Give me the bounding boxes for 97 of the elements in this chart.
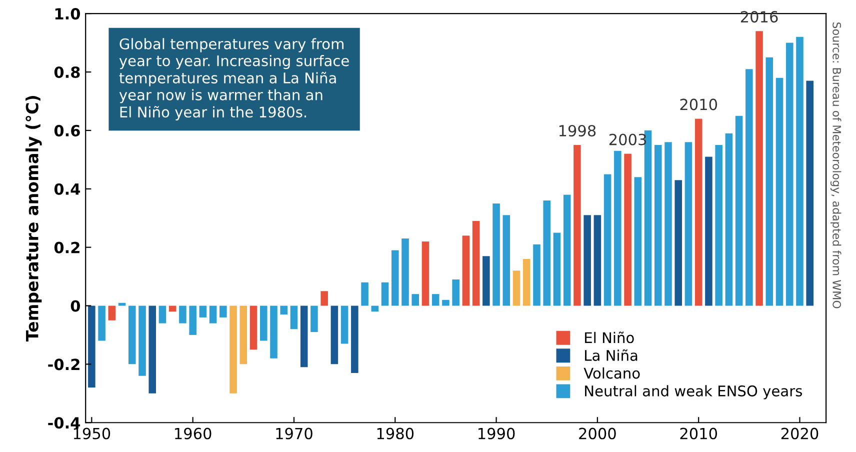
bar: [452, 279, 460, 306]
bar: [574, 145, 581, 306]
bar: [442, 300, 450, 306]
bar: [604, 174, 612, 306]
bar: [300, 306, 308, 368]
bar: [766, 57, 774, 306]
bar: [776, 78, 784, 306]
bar: [189, 306, 196, 335]
bar: [664, 142, 672, 306]
bar: [624, 154, 632, 306]
y-tick-label: -0.4: [48, 417, 80, 429]
bar: [280, 306, 288, 315]
y-axis-title: Temperature anomaly (°C): [26, 96, 42, 342]
x-tick-label: 1960: [175, 428, 212, 440]
bar: [290, 306, 298, 330]
x-tick-label: 2000: [579, 428, 616, 440]
bar: [512, 270, 520, 306]
source-note: Source: Bureau of Meteorology, adapted from WMO: [830, 22, 842, 308]
bar: [310, 306, 318, 332]
bar: [199, 306, 207, 318]
bar: [482, 256, 490, 306]
y-tick-label: 0.2: [54, 242, 80, 254]
x-tick-label: 1990: [478, 428, 515, 440]
annotation: Global temperatures vary from year to year. Increasing surface temperatures mean a La Niña year now is warmer than an El Niño year in the 1980s.: [119, 38, 349, 120]
bar: [361, 282, 368, 306]
x-tick-label: 2010: [680, 428, 718, 440]
bar: [543, 200, 550, 306]
bar: [402, 238, 409, 306]
annotation: 2010: [680, 98, 718, 110]
bar: [320, 291, 328, 306]
bar: [422, 241, 430, 306]
bar: [715, 145, 722, 306]
bar: [381, 282, 389, 306]
y-tick-label: 0.4: [54, 183, 80, 195]
y-tick-label: 1.0: [55, 8, 80, 20]
bar: [340, 306, 348, 344]
bar: [128, 306, 136, 364]
bar: [108, 306, 116, 320]
bar: [220, 306, 227, 318]
y-tick-label: 0.6: [54, 124, 80, 136]
bar: [250, 306, 258, 350]
annotation: 1998: [559, 124, 596, 137]
bar: [209, 306, 217, 324]
bar: [240, 306, 248, 364]
bar: [614, 150, 622, 306]
bar: [634, 177, 642, 306]
x-tick-label: 1970: [276, 428, 312, 440]
bar: [796, 36, 804, 306]
y-tick-label: 0: [70, 300, 80, 312]
bar: [533, 244, 540, 306]
bar: [412, 294, 419, 306]
bar: [270, 306, 278, 358]
x-tick-label: 1980: [377, 428, 414, 440]
bar: [756, 31, 763, 306]
bar: [330, 306, 338, 364]
bar: [806, 80, 814, 306]
bar: [148, 306, 156, 394]
bar: [522, 258, 530, 306]
bar: [563, 194, 571, 306]
bar: [584, 215, 591, 306]
bar: [684, 142, 692, 306]
bar: [725, 133, 733, 306]
bar: [391, 250, 399, 306]
bar: [88, 306, 96, 388]
bar: [492, 203, 500, 306]
legend-label: La Niña: [585, 349, 638, 361]
legend-label: Volcano: [584, 367, 640, 379]
bar: [674, 180, 682, 306]
bar: [351, 306, 358, 373]
bar: [654, 145, 662, 306]
bar: [158, 306, 166, 324]
bar: [705, 156, 712, 306]
bar: [594, 215, 602, 306]
bar: [432, 294, 440, 306]
y-tick-label: -0.2: [48, 358, 80, 370]
bar: [472, 221, 480, 306]
legend-label: Neutral and weak ENSO years: [585, 385, 802, 400]
legend-label: El Niño: [585, 332, 634, 344]
bar: [138, 306, 146, 376]
bar: [230, 306, 237, 394]
bar: [786, 42, 794, 306]
bar: [168, 306, 176, 312]
x-tick-label: 2020: [781, 428, 818, 440]
bar: [371, 306, 379, 312]
bar: [735, 116, 743, 306]
bar: [694, 118, 702, 306]
bar: [553, 232, 561, 306]
bar: [644, 130, 652, 306]
bar: [746, 69, 753, 306]
bar: [462, 236, 470, 306]
y-tick-label: 0.8: [54, 66, 80, 78]
bar: [260, 306, 268, 341]
bar: [179, 306, 186, 324]
bar: [98, 306, 106, 341]
annotation: 2016: [740, 11, 778, 23]
bar: [502, 215, 510, 306]
x-tick-label: 1950: [74, 428, 110, 440]
